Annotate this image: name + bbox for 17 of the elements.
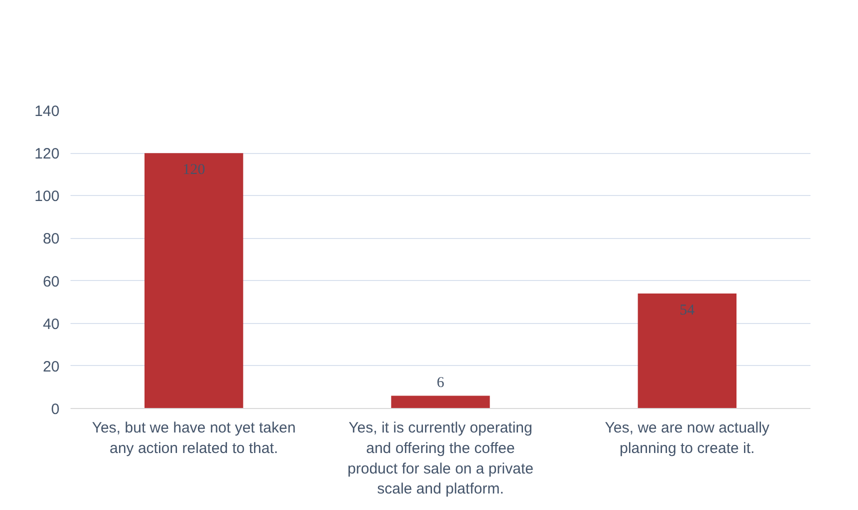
y-tick-label: 20 (42, 358, 60, 376)
bar (391, 396, 490, 408)
data-label: 54 (680, 302, 696, 318)
y-tick-label: 0 (51, 401, 60, 418)
bar (144, 153, 244, 408)
x-tick-label: Yes, but we have not yet taken any action related to that. (92, 420, 296, 457)
data-label: 6 (436, 374, 445, 391)
y-tick-label: 40 (42, 316, 60, 333)
y-tick-label: 60 (42, 273, 60, 290)
bar (638, 294, 736, 408)
y-tick-label: 120 (34, 146, 60, 163)
y-tick-label: 140 (34, 103, 60, 120)
x-tick-label: Yes, it is currently operating and offering the coffee product for sale on a private scale and platform. (348, 420, 534, 498)
x-tick-label: Yes, we are now actually planning to create it. (604, 420, 770, 457)
data-label: 120 (182, 162, 206, 178)
y-tick-label: 80 (42, 230, 60, 248)
y-tick-label: 100 (34, 188, 60, 206)
